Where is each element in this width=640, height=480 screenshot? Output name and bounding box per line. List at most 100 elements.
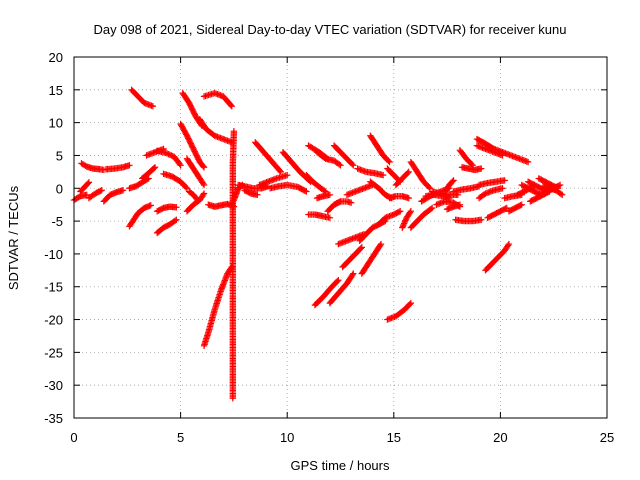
series-arc-61 [428, 188, 461, 199]
data-point [84, 180, 92, 187]
data-point [97, 187, 104, 195]
series-arc-23 [205, 200, 238, 210]
series-arc-30 [256, 171, 291, 189]
data-point [456, 201, 464, 208]
y-tick-labels: 20 15 10 5 0 -5 -10 -15 -20 -25 -30 -35 [44, 50, 63, 426]
data-point [229, 395, 237, 402]
x-tick-label: 25 [600, 430, 614, 445]
data-point [405, 168, 412, 176]
series-arc-07 [126, 175, 152, 192]
series-arc-37 [313, 191, 334, 202]
data-point [284, 171, 291, 179]
data-point [177, 162, 184, 169]
y-tick-label: -20 [44, 313, 63, 328]
x-tick-label: 0 [70, 430, 77, 445]
x-tick-label: 15 [387, 430, 401, 445]
series-arc-24 [200, 263, 235, 349]
series-arc-36 [313, 148, 344, 169]
series-arc-49 [367, 178, 395, 202]
series-arc-20 [183, 190, 208, 215]
chart-title: Day 098 of 2021, Sidereal Day-to-day VTE… [93, 22, 566, 37]
data-point [337, 162, 344, 169]
data-point [336, 198, 343, 206]
data-point [556, 181, 564, 189]
series-arc-54 [384, 299, 415, 323]
data-point [162, 149, 169, 157]
series-arc-71 [475, 177, 508, 189]
series-arc-74 [482, 240, 513, 274]
data-point [396, 208, 404, 215]
data-point [358, 244, 366, 251]
data-point [147, 202, 154, 209]
data-point [347, 199, 355, 206]
data-point [385, 157, 392, 165]
data-point [228, 201, 235, 208]
data-point [349, 161, 356, 168]
data-point [336, 161, 343, 168]
data-point [229, 198, 237, 206]
series-arc-08 [128, 86, 157, 110]
data-point [176, 160, 183, 168]
series-arc-21 [200, 89, 235, 110]
data-point [449, 178, 456, 185]
data-point [524, 158, 532, 166]
data-point [228, 103, 235, 110]
data-point [379, 171, 387, 179]
series-arc-57 [407, 158, 434, 192]
data-point [559, 191, 566, 199]
series-arc-15 [153, 203, 180, 215]
data-point [406, 209, 414, 216]
data-point [199, 163, 207, 170]
series-arc-41 [339, 244, 366, 271]
series-arc-06 [100, 187, 127, 205]
series-arc-01 [70, 191, 90, 204]
series-arc-51 [375, 208, 404, 228]
data-point [303, 188, 310, 195]
y-tick-label: -15 [44, 280, 63, 295]
data-point [199, 191, 207, 199]
data-point [428, 204, 436, 212]
y-tick-label: 20 [49, 50, 63, 65]
data-point [402, 217, 409, 224]
grid-lines [74, 57, 607, 418]
x-axis-label: GPS time / hours [291, 458, 390, 473]
data-point [301, 187, 309, 195]
y-tick-label: -30 [44, 378, 63, 393]
data-point [350, 270, 357, 277]
series-arc-02 [78, 160, 108, 174]
data-point [517, 202, 524, 209]
data-point [400, 220, 408, 227]
data-point [326, 214, 334, 222]
data-point [150, 165, 158, 172]
data-point [227, 101, 235, 109]
data-point [200, 164, 208, 171]
series-arc-77 [505, 201, 525, 215]
series-arc-13 [160, 170, 191, 192]
x-tick-label: 5 [177, 430, 184, 445]
series-arc-75 [499, 148, 532, 166]
data-point [171, 217, 179, 224]
data-point [98, 187, 105, 194]
series-arc-66 [456, 147, 476, 169]
series-arc-38 [311, 276, 342, 309]
series-arc-53 [386, 192, 412, 202]
data-point [119, 187, 127, 194]
data-point [199, 180, 207, 187]
data-point [478, 216, 485, 223]
data-point [450, 177, 457, 184]
series-arc-04 [85, 187, 105, 202]
data-point [407, 208, 415, 215]
series-arc-09 [126, 202, 154, 230]
x-tick-label: 10 [280, 430, 294, 445]
data-point [395, 208, 403, 216]
y-tick-label: -10 [44, 247, 63, 262]
data-point [400, 221, 407, 229]
data-point [173, 204, 180, 211]
data-point [503, 204, 510, 212]
data-point [386, 158, 393, 166]
data-point [254, 191, 261, 199]
y-tick-label: 0 [56, 181, 63, 196]
series-arc-22 [196, 116, 235, 146]
data-point [377, 240, 385, 248]
